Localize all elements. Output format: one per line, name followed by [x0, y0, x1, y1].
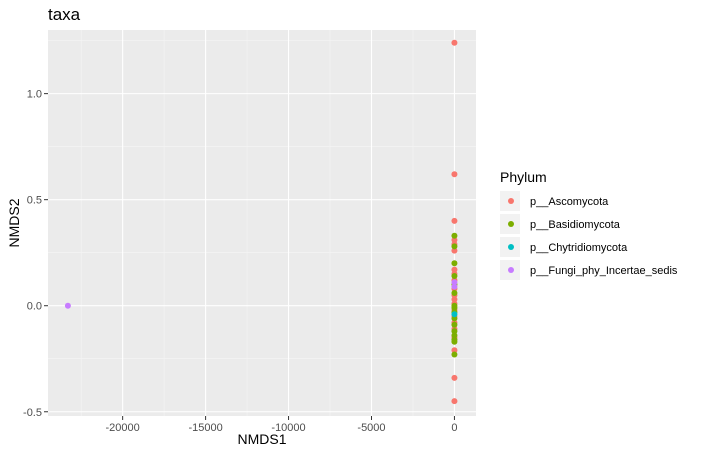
point-p__Basidiomycota-0	[451, 232, 458, 239]
y-tick-label-1: 0.0	[27, 301, 42, 313]
plot-panel	[48, 30, 476, 416]
legend-key-p__Basidiomycota	[508, 221, 514, 227]
legend: Phylum p__Ascomycota p__Basidiomycota p__C…	[500, 169, 678, 280]
x-tick-label-2: -10000	[271, 422, 305, 434]
point-p__Ascomycota-11	[451, 296, 458, 303]
y-tick-label-0: -0.5	[23, 407, 42, 419]
legend-key-p__Fungi_phy_Incertae_sedis	[508, 267, 514, 273]
point-p__Ascomycota-19	[451, 374, 458, 381]
point-p__Basidiomycota-11	[451, 328, 458, 335]
legend-title: Phylum	[500, 169, 547, 185]
chart-title: taxa	[48, 5, 81, 24]
y-tick-label-2: 0.5	[27, 195, 42, 207]
grid-minor	[48, 30, 476, 416]
x-axis-title: NMDS1	[237, 431, 286, 447]
point-p__Ascomycota-2	[451, 217, 458, 224]
point-p__Ascomycota-18	[451, 347, 458, 354]
point-p__Basidiomycota-5	[451, 289, 458, 296]
x-axis-ticks: -20000 -15000 -10000 -5000 0	[106, 416, 457, 434]
legend-label-1: p__Basidiomycota	[530, 219, 621, 231]
x-tick-label-1: -15000	[188, 422, 222, 434]
point-p__Chytridiomycota-0	[451, 311, 458, 318]
point-p__Basidiomycota-3	[451, 273, 458, 280]
x-tick-label-3: -5000	[357, 422, 385, 434]
point-p__Ascomycota-1	[451, 171, 458, 178]
x-tick-label-4: 0	[451, 422, 457, 434]
point-p__Basidiomycota-10	[451, 321, 458, 328]
legend-key-p__Ascomycota	[508, 198, 514, 204]
point-p__Ascomycota-6	[451, 266, 458, 273]
point-p__Basidiomycota-2	[451, 260, 458, 267]
point-p__Ascomycota-5	[451, 247, 458, 254]
y-tick-label-3: 1.0	[27, 89, 42, 101]
point-p__Basidiomycota-14	[451, 338, 458, 345]
legend-label-3: p__Fungi_phy_Incertae_sedis	[530, 265, 678, 277]
x-tick-label-0: -20000	[106, 422, 140, 434]
legend-key-p__Chytridiomycota	[508, 244, 514, 250]
legend-label-0: p__Ascomycota	[530, 196, 609, 208]
y-axis-ticks: -0.5 0.0 0.5 1.0	[23, 89, 48, 419]
point-p__Ascomycota-20	[451, 398, 458, 405]
point-p__Ascomycota-0	[451, 39, 458, 46]
point-p__Ascomycota-3	[451, 236, 458, 243]
point-p__Fungi_phy_Incertae_sedis-0	[64, 302, 71, 309]
legend-label-2: p__Chytridiomycota	[530, 242, 628, 254]
point-p__Basidiomycota-9	[451, 315, 458, 322]
y-axis-title: NMDS2	[6, 198, 22, 247]
point-p__Basidiomycota-15	[451, 351, 458, 358]
point-p__Fungi_phy_Incertae_sedis-1	[451, 279, 458, 286]
point-p__Basidiomycota-12	[451, 332, 458, 339]
point-p__Basidiomycota-7	[451, 304, 458, 311]
point-p__Fungi_phy_Incertae_sedis-2	[451, 283, 458, 290]
point-p__Basidiomycota-1	[451, 243, 458, 250]
data-points	[64, 39, 458, 405]
